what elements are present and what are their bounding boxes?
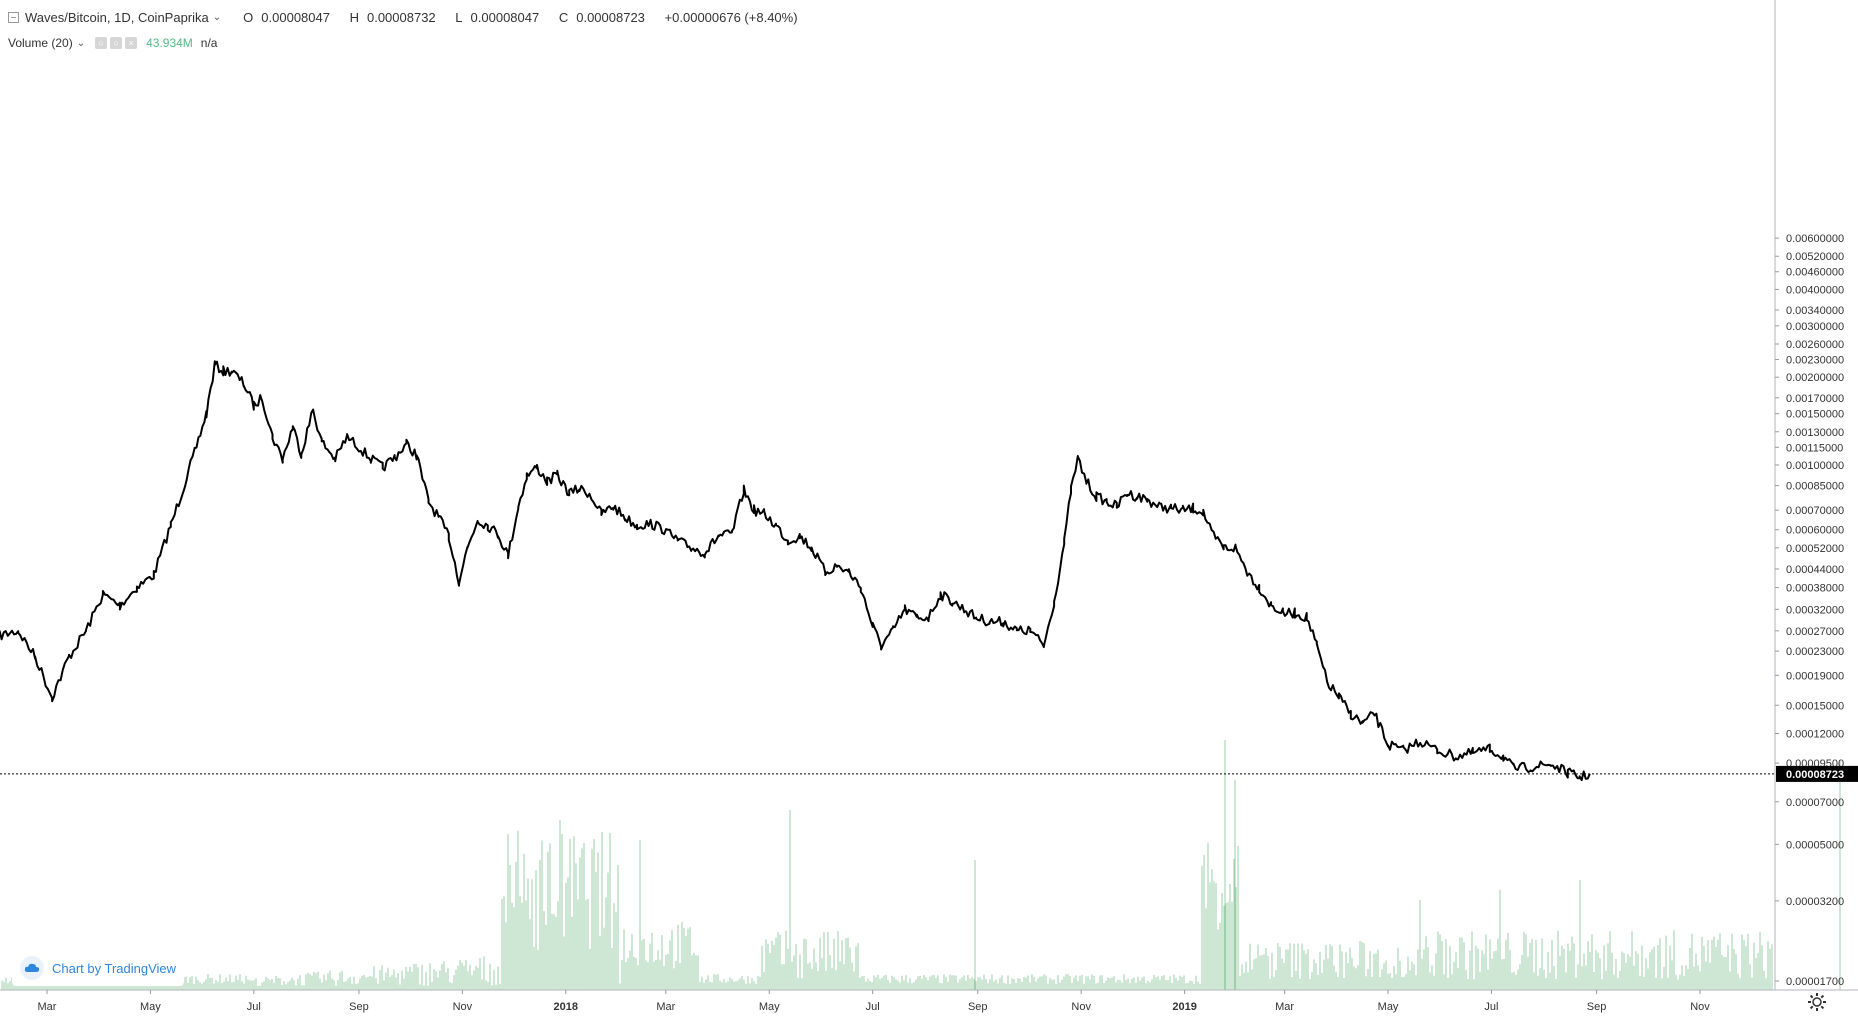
price-axis-label: 0.00052000	[1786, 543, 1844, 555]
time-axis-label: May	[140, 1001, 161, 1013]
time-axis-label: Nov	[453, 1001, 473, 1013]
price-axis-label: 0.00038000	[1786, 583, 1844, 595]
volume-histogram	[1, 740, 1841, 990]
price-axis-label: 0.00520000	[1786, 251, 1844, 263]
chevron-down-icon[interactable]: ⌄	[76, 37, 86, 49]
time-axis-label: May	[759, 1001, 780, 1013]
time-axis-label: Jul	[866, 1001, 880, 1013]
volume-value: 43.934M	[146, 36, 193, 50]
price-axis-label: 0.00015000	[1786, 700, 1844, 712]
ohlc-high: H 0.00008732	[349, 10, 436, 25]
price-axis-label: 0.00005000	[1786, 839, 1844, 851]
price-axis-label: 0.00001700	[1786, 976, 1844, 988]
price-axis-label: 0.00340000	[1786, 305, 1844, 317]
price-axis-label: 0.00300000	[1786, 321, 1844, 333]
price-series	[0, 360, 1591, 782]
time-axis-label: 2019	[1172, 1001, 1196, 1013]
price-line	[0, 360, 1591, 782]
price-axis[interactable]: 0.00600000 0.00520000 0.00460000 0.00400000…	[0, 0, 1858, 991]
collapse-icon[interactable]	[8, 12, 19, 23]
tradingview-attribution[interactable]: Chart by TradingView	[12, 950, 185, 986]
price-axis-label: 0.00044000	[1786, 564, 1844, 576]
price-axis-label: 0.00085000	[1786, 481, 1844, 493]
price-axis-label: 0.00032000	[1786, 604, 1844, 616]
last-price-tag	[1776, 765, 1858, 782]
time-axis-label: Sep	[349, 1001, 369, 1013]
price-axis-label: 0.00100000	[1786, 460, 1844, 472]
time-axis-label: Sep	[968, 1001, 988, 1013]
time-axis-label: Nov	[1690, 1001, 1710, 1013]
chevron-down-icon[interactable]: ⌄	[212, 12, 222, 23]
ohlc-values: O 0.00008047 H 0.00008732 L 0.00008047 C 0.0…	[243, 10, 805, 25]
price-axis-label: 0.00600000	[1786, 233, 1844, 245]
time-axis-label: Sep	[1587, 1001, 1607, 1013]
time-axis-label: Nov	[1071, 1001, 1091, 1013]
price-axis-label: 0.00150000	[1786, 409, 1844, 421]
price-axis-label: 0.00070000	[1786, 505, 1844, 517]
time-axis-label: May	[1378, 1001, 1399, 1013]
price-axis-label: 0.00060000	[1786, 525, 1844, 537]
price-axis-label: 0.00012000	[1786, 729, 1844, 741]
close-icon[interactable]: ×	[125, 37, 138, 49]
volume-ma-value: n/a	[200, 36, 218, 50]
price-axis-label: 0.00200000	[1786, 372, 1844, 384]
ohlc-close: C 0.00008723	[558, 10, 645, 25]
price-axis-label: 0.00027000	[1786, 626, 1844, 638]
price-axis-label: 0.00023000	[1786, 646, 1844, 658]
price-axis-label: 0.00400000	[1786, 284, 1844, 296]
gear-icon[interactable]	[1807, 992, 1827, 1012]
price-axis-label: 0.00007000	[1786, 797, 1844, 809]
price-axis-label: 0.00003200	[1786, 896, 1844, 908]
time-axis-label: Mar	[1275, 1001, 1294, 1013]
time-axis-label: Jul	[1484, 1001, 1498, 1013]
volume-bars	[1, 740, 1841, 990]
time-axis[interactable]: Mar May Jul Sep Nov 2018 Mar May Jul Sep Nov 2019 Ma…	[38, 990, 1711, 1013]
eye-icon[interactable]: ○	[95, 37, 108, 49]
price-axis-label: 0.00460000	[1786, 267, 1844, 279]
volume-legend: Volume (20) ⌄ ○ ○ × 43.934M n/a	[8, 36, 217, 50]
settings-icon[interactable]: ○	[110, 37, 123, 49]
tradingview-cloud-icon	[20, 956, 44, 980]
price-axis-label: 0.00170000	[1786, 393, 1844, 405]
symbol-legend: Waves/Bitcoin, 1D, CoinPaprika ⌄ O 0.0000…	[8, 10, 806, 25]
price-axis-label: 0.00115000	[1786, 442, 1843, 454]
price-axis-label: 0.00019000	[1786, 670, 1844, 682]
symbol-title[interactable]: Waves/Bitcoin, 1D, CoinPaprika	[25, 10, 209, 25]
time-axis-label: 2018	[554, 1001, 578, 1013]
time-axis-label: Mar	[38, 1001, 57, 1013]
time-axis-label: Jul	[247, 1001, 261, 1013]
ohlc-open: O 0.00008047	[243, 10, 330, 25]
price-axis-label: 0.00260000	[1786, 339, 1844, 351]
price-axis-label: 0.00130000	[1786, 427, 1844, 439]
time-axis-label: Mar	[656, 1001, 675, 1013]
ohlc-low: L 0.00008047	[455, 10, 540, 25]
last-price-label: 0.00008723	[1786, 769, 1844, 781]
price-axis-label: 0.00230000	[1786, 355, 1844, 367]
attribution-text: Chart by TradingView	[52, 960, 177, 976]
ohlc-change: +0.00000676 (+8.40%)	[664, 10, 798, 25]
volume-title[interactable]: Volume (20)	[8, 36, 73, 50]
